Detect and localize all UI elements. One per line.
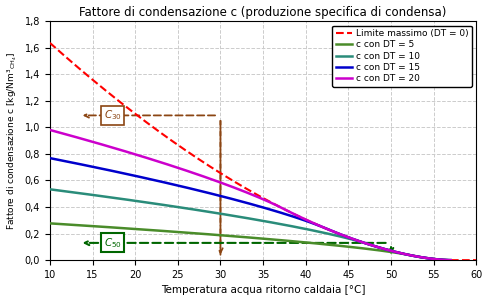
X-axis label: Temperatura acqua ritorno caldaia [°C]: Temperatura acqua ritorno caldaia [°C]	[161, 285, 366, 296]
Title: Fattore di condensazione c (produzione specifica di condensa): Fattore di condensazione c (produzione s…	[80, 5, 447, 19]
Legend: Limite massimo (DT = 0), c con DT = 5, c con DT = 10, c con DT = 15, c con DT = : Limite massimo (DT = 0), c con DT = 5, c…	[332, 26, 472, 87]
Y-axis label: Fattore di condensazione c [kg/Nm³$_{\mathrm{CH_4}}$]: Fattore di condensazione c [kg/Nm³$_{\ma…	[5, 51, 19, 230]
Text: $C_{50}$: $C_{50}$	[103, 236, 122, 250]
Text: $C_{30}$: $C_{30}$	[103, 108, 122, 122]
